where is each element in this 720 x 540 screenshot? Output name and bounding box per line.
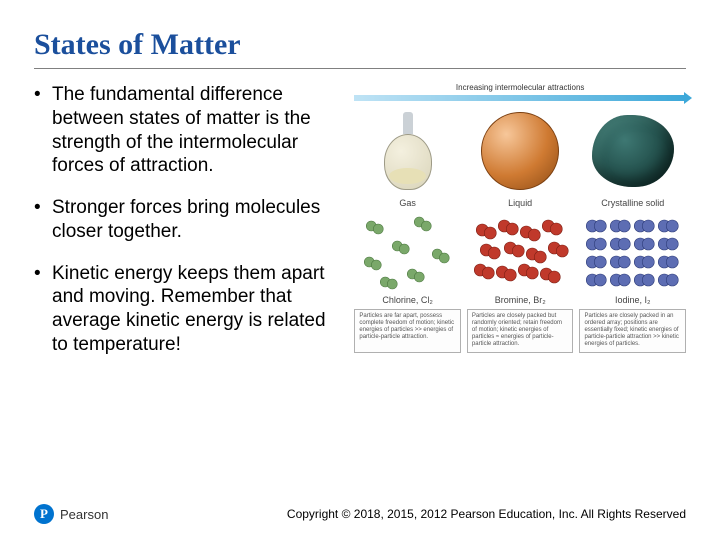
panel-description: Particles are closely packed in an order…: [579, 309, 686, 353]
page-title: States of Matter: [34, 28, 686, 62]
liquid-vessel: [467, 107, 574, 195]
figure-arrow: [354, 95, 686, 101]
panel-description: Particles are closely packed but randoml…: [467, 309, 574, 353]
figure-panels: Gas: [354, 107, 686, 353]
copyright-text: Copyright © 2018, 2015, 2012 Pearson Edu…: [287, 507, 686, 521]
bullet-item: Stronger forces bring molecules closer t…: [34, 196, 336, 244]
solid-particles: [579, 212, 686, 292]
slide: States of Matter The fundamental differe…: [0, 0, 720, 540]
panel-solid: Crystalline solid: [579, 107, 686, 353]
title-divider: [34, 68, 686, 69]
substance-label: Iodine, I₂: [579, 295, 686, 305]
state-label: Liquid: [467, 198, 574, 208]
panel-liquid: Liquid: [467, 107, 574, 353]
bullet-item: The fundamental difference between state…: [34, 83, 336, 178]
liquid-particles: [467, 212, 574, 292]
panel-description: Particles are far apart, possess complet…: [354, 309, 461, 353]
solid-vessel: [579, 107, 686, 195]
figure-arrow-label: Increasing intermolecular attractions: [354, 83, 686, 92]
flask-icon: [384, 112, 432, 190]
liquid-sphere-icon: [481, 112, 559, 190]
content-row: The fundamental difference between state…: [34, 83, 686, 375]
state-label: Crystalline solid: [579, 198, 686, 208]
substance-label: Bromine, Br₂: [467, 295, 574, 305]
pearson-logo-icon: [34, 504, 54, 524]
solid-crystal-icon: [592, 115, 674, 187]
substance-label: Chlorine, Cl₂: [354, 295, 461, 305]
gas-vessel: [354, 107, 461, 195]
states-figure: Increasing intermolecular attractions Ga…: [354, 83, 686, 375]
bullet-list: The fundamental difference between state…: [34, 83, 336, 375]
bullet-item: Kinetic energy keeps them apart and movi…: [34, 262, 336, 357]
panel-gas: Gas: [354, 107, 461, 353]
pearson-logo: Pearson: [34, 504, 108, 524]
footer: Pearson Copyright © 2018, 2015, 2012 Pea…: [34, 504, 686, 524]
state-label: Gas: [354, 198, 461, 208]
gas-particles: [354, 212, 461, 292]
pearson-logo-text: Pearson: [60, 507, 108, 522]
